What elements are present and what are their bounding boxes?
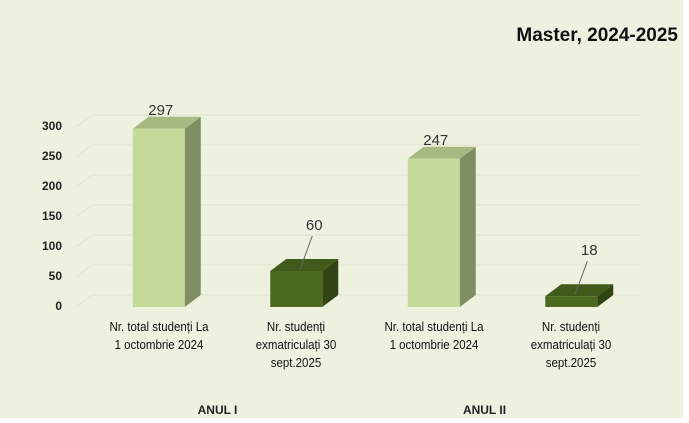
bar-top <box>407 146 476 159</box>
y-tick-label: 300 <box>42 119 62 133</box>
y-tick-label: 200 <box>42 179 62 193</box>
x-tick-label: Nr. total studenți La 1 octombrie 2024 <box>384 320 484 352</box>
data-label: 60 <box>306 217 323 234</box>
y-tick-label: 150 <box>42 209 62 223</box>
bar-side <box>184 116 201 307</box>
data-label: 297 <box>148 102 173 119</box>
bar-side <box>459 146 476 307</box>
data-label: 247 <box>423 132 448 149</box>
y-tick-label: 250 <box>42 149 62 163</box>
leader-line <box>574 261 588 295</box>
bar-front <box>545 296 598 307</box>
x-tick-label: Nr. studenți exmatriculați 30 sept.2025 <box>255 320 337 370</box>
background <box>0 0 683 418</box>
bar-front <box>407 158 460 307</box>
group-label: ANUL II <box>463 403 506 417</box>
bar-top <box>132 116 201 129</box>
y-tick-label: 100 <box>42 239 62 253</box>
group-label: ANUL I <box>198 403 238 417</box>
bar-top <box>270 259 339 271</box>
bar-front <box>270 271 323 307</box>
leader-line <box>299 235 313 270</box>
x-tick-label: Nr. studenți exmatriculați 30 sept.2025 <box>530 320 612 370</box>
x-tick-label: Nr. total studenți La 1 octombrie 2024 <box>109 320 209 352</box>
bar <box>132 116 201 307</box>
y-tick-label: 0 <box>55 299 62 313</box>
bar-top <box>545 284 614 297</box>
bar <box>407 146 476 307</box>
bar <box>545 284 614 307</box>
bar-side <box>597 284 614 307</box>
grid-line <box>75 144 640 158</box>
y-tick-label: 50 <box>49 269 63 283</box>
chart-title: Master, 2024-2025 <box>516 25 678 46</box>
data-label: 18 <box>581 242 598 259</box>
bar-side <box>322 259 339 307</box>
bar <box>270 259 339 307</box>
grid-line <box>75 114 640 128</box>
bar-front <box>132 128 185 307</box>
